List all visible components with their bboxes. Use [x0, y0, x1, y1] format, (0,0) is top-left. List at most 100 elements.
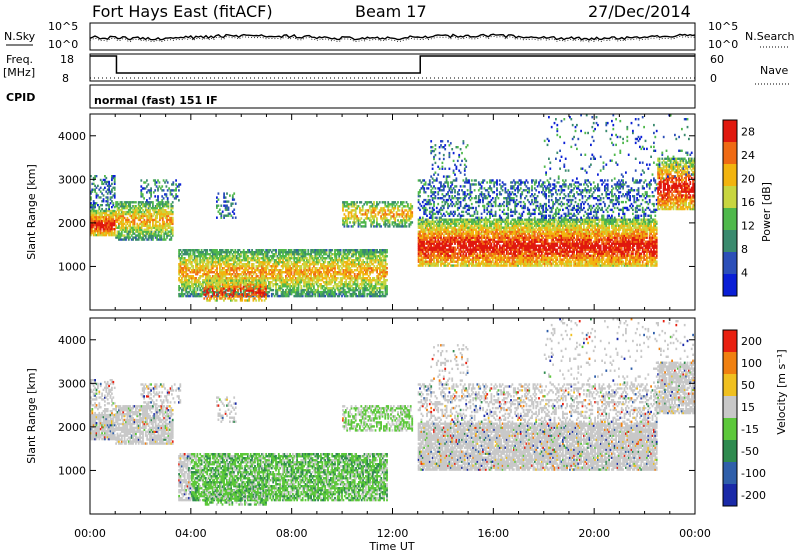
heat-cell — [189, 267, 192, 270]
heat-cell — [206, 257, 209, 260]
heat-cell — [204, 279, 207, 282]
heat-cell — [122, 224, 125, 227]
heat-cell — [137, 201, 140, 204]
heat-cell — [342, 219, 344, 222]
heat-cell — [380, 285, 383, 288]
heat-cell — [317, 292, 319, 296]
heat-cell — [303, 279, 305, 282]
heat-cell — [104, 211, 106, 215]
heat-cell — [304, 275, 307, 278]
heat-cell — [349, 275, 352, 278]
heat-cell — [195, 285, 197, 288]
heat-cell — [129, 228, 132, 231]
heat-cell — [186, 253, 189, 256]
heat-cell — [92, 178, 95, 182]
heat-cell — [290, 253, 293, 256]
heat-cell — [370, 261, 373, 264]
heat-cell — [428, 220, 431, 223]
heat-cell — [97, 233, 99, 237]
heat-cell — [301, 279, 304, 282]
heat-cell — [452, 228, 455, 231]
heat-cell — [405, 221, 408, 224]
heat-cell — [329, 257, 332, 260]
heat-cell — [408, 207, 411, 210]
heat-cell — [248, 265, 251, 268]
heat-cell — [149, 222, 151, 226]
heat-cell — [122, 238, 125, 241]
heat-cell — [395, 203, 398, 206]
heat-cell — [306, 269, 308, 272]
heat-cell — [270, 251, 273, 254]
heat-cell — [282, 279, 284, 282]
heat-cell — [204, 275, 207, 278]
heat-cell — [366, 213, 368, 216]
heat-cell — [214, 299, 217, 302]
heat-cell — [127, 201, 130, 204]
heat-cell — [280, 294, 283, 298]
heat-cell — [193, 249, 196, 252]
heat-cell — [315, 283, 318, 286]
heat-cell — [101, 204, 103, 207]
heat-cell — [381, 211, 384, 214]
heat-cell — [252, 273, 255, 276]
heat-cell — [346, 261, 349, 264]
heat-cell — [167, 203, 170, 206]
heat-cell — [120, 205, 123, 208]
heat-cell — [268, 257, 270, 260]
heat-cell — [95, 196, 98, 199]
heat-cell — [303, 267, 305, 270]
heat-cell — [99, 196, 102, 199]
heat-cell — [168, 212, 171, 216]
heat-cell — [115, 224, 117, 227]
heat-cell — [381, 267, 384, 270]
heat-cell — [290, 255, 293, 258]
heat-cell — [256, 283, 259, 286]
heat-cell — [433, 262, 435, 265]
heat-cell — [188, 287, 190, 290]
heat-cell — [185, 249, 188, 252]
heat-cell — [275, 269, 277, 272]
heat-cell — [280, 255, 283, 258]
heat-cell — [282, 267, 284, 270]
heat-cell — [307, 267, 310, 270]
freq-tick-top: 18 — [60, 53, 74, 66]
heat-cell — [445, 254, 448, 257]
heat-cell — [417, 264, 420, 267]
heat-cell — [157, 189, 159, 192]
heat-cell — [120, 238, 123, 241]
heat-cell — [235, 275, 238, 278]
heat-cell — [314, 271, 317, 274]
heat-cell — [427, 236, 430, 239]
heat-cell — [300, 259, 303, 262]
heat-cell — [376, 219, 378, 222]
heat-cell — [251, 294, 253, 298]
heat-cell — [431, 242, 434, 245]
heat-cell — [262, 279, 265, 282]
heat-cell — [168, 224, 171, 227]
heat-cell — [111, 182, 113, 186]
heat-cell — [324, 287, 327, 290]
heat-cell — [168, 218, 171, 222]
heat-cell — [206, 261, 209, 264]
heat-cell — [140, 238, 143, 241]
heat-cell — [363, 225, 366, 228]
heat-cell — [120, 222, 123, 226]
heat-cell — [428, 246, 431, 249]
heat-cell — [379, 271, 381, 274]
heat-cell — [105, 231, 108, 235]
heat-cell — [92, 202, 95, 205]
heat-cell — [193, 271, 196, 274]
heat-cell — [434, 250, 437, 253]
heat-cell — [420, 258, 423, 261]
heat-cell — [252, 259, 255, 262]
heat-cell — [90, 215, 92, 219]
heat-cell — [255, 281, 258, 284]
heat-cell — [352, 201, 354, 204]
heat-cell — [303, 265, 305, 268]
heat-cell — [171, 205, 174, 208]
heat-cell — [384, 279, 387, 282]
heat-cell — [392, 217, 395, 220]
heat-cell — [207, 287, 210, 290]
heat-cell — [101, 219, 103, 223]
heat-cell — [433, 264, 435, 267]
